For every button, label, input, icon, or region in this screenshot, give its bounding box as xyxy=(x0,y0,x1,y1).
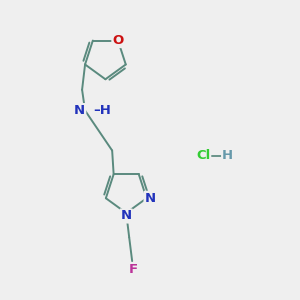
Text: N: N xyxy=(121,209,132,223)
Text: H: H xyxy=(222,149,233,162)
Text: O: O xyxy=(112,34,124,47)
Text: –H: –H xyxy=(93,104,111,117)
Text: Cl: Cl xyxy=(196,149,211,162)
Text: N: N xyxy=(74,104,85,117)
Text: N: N xyxy=(145,192,156,205)
Text: F: F xyxy=(129,263,138,276)
